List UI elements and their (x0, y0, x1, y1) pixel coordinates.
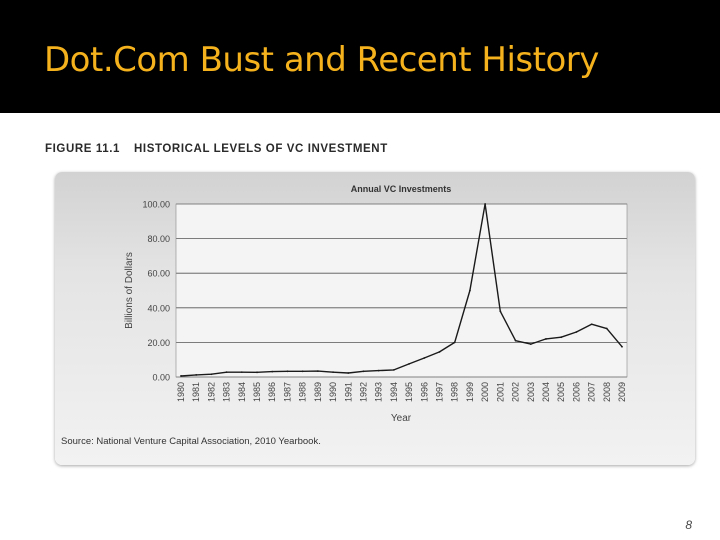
data-point (210, 373, 213, 376)
x-tick-label: 2009 (617, 382, 627, 402)
y-axis-label: Billions of Dollars (124, 252, 135, 329)
x-tick-label: 1994 (389, 382, 399, 402)
data-point (514, 339, 517, 342)
x-tick-label: 1995 (404, 382, 414, 402)
data-point (271, 370, 274, 373)
x-tick-label: 1982 (206, 382, 216, 402)
data-point (301, 370, 304, 373)
data-point (225, 371, 228, 374)
figure-caption-text: HISTORICAL LEVELS OF VC INVESTMENT (134, 143, 388, 155)
data-point (347, 372, 350, 374)
data-point (529, 343, 532, 346)
vc-investment-line (180, 203, 623, 377)
title-bar: Dot.Com Bust and Recent History (0, 0, 720, 113)
data-point (286, 370, 289, 373)
figure-number: FIGURE 11.1 (45, 143, 120, 155)
x-tick-label: 1981 (191, 382, 201, 402)
source-note: Source: National Venture Capital Associa… (61, 436, 321, 447)
data-point (575, 331, 578, 333)
y-tick-label: 100.00 (142, 200, 170, 210)
data-point (560, 336, 563, 339)
data-point (621, 345, 623, 348)
x-tick-label: 1999 (465, 382, 475, 402)
x-tick-label: 1997 (435, 382, 445, 402)
data-point (590, 323, 593, 326)
figure-caption: FIGURE 11.1 HISTORICAL LEVELS OF VC INVES… (45, 143, 388, 155)
x-tick-label: 2005 (556, 382, 566, 402)
x-tick-label: 1998 (450, 382, 460, 402)
x-tick-label: 1989 (313, 382, 323, 402)
data-point (469, 289, 471, 292)
x-tick-label: 1996 (419, 382, 429, 402)
data-point (545, 338, 547, 340)
data-point (195, 374, 198, 376)
page-number: 8 (685, 518, 692, 532)
x-tick-label: 2000 (480, 382, 490, 402)
x-tick-label: 1985 (252, 382, 262, 402)
x-tick-label: 1987 (282, 382, 292, 402)
data-point (240, 371, 243, 374)
data-point (377, 369, 380, 372)
data-point (392, 369, 395, 371)
plot-area (176, 204, 627, 377)
data-point (332, 371, 334, 374)
x-tick-label: 1980 (176, 382, 186, 402)
x-tick-label: 1984 (237, 382, 247, 402)
data-point (605, 327, 608, 330)
chart-title: Annual VC Investments (351, 184, 452, 194)
data-point (499, 310, 502, 313)
x-tick-label: 2003 (526, 382, 536, 402)
data-point (453, 341, 456, 344)
x-tick-label: 2007 (587, 382, 597, 402)
y-tick-label: 20.00 (147, 338, 170, 348)
data-point (362, 370, 365, 373)
x-tick-label: 1991 (343, 382, 353, 402)
chart-panel: 0.00 20.00 40.00 60.00 80.00 100.00 1980 1981 19… (55, 172, 695, 465)
plot-border (175, 203, 628, 378)
data-point (408, 362, 411, 365)
x-tick-label: 1986 (267, 382, 277, 402)
vc-investment-chart: 0.00 20.00 40.00 60.00 80.00 100.00 1980 1981 19… (124, 184, 628, 424)
data-point (423, 357, 426, 359)
x-tick-label: 1983 (222, 382, 232, 402)
y-tick-label: 60.00 (147, 269, 170, 279)
data-point (256, 371, 258, 374)
x-tick-label: 2002 (511, 382, 521, 402)
x-tick-label: 2004 (541, 382, 551, 402)
y-tick-label: 80.00 (147, 234, 170, 244)
y-tick-label: 0.00 (152, 373, 170, 383)
x-tick-label: 1990 (328, 382, 338, 402)
slide-title: Dot.Com Bust and Recent History (44, 40, 599, 80)
y-tick-label: 40.00 (147, 303, 170, 313)
x-tick-label: 1993 (374, 382, 384, 402)
data-point (484, 203, 487, 205)
data-point (438, 351, 441, 353)
data-point (316, 370, 319, 373)
x-axis-label: Year (391, 413, 412, 424)
x-tick-label: 1992 (358, 382, 368, 402)
x-tick-label: 2001 (495, 382, 505, 402)
x-tick-label: 2008 (602, 382, 612, 402)
x-tick-label: 1988 (298, 382, 308, 402)
data-point (180, 375, 182, 377)
x-tick-label: 2006 (571, 382, 581, 402)
